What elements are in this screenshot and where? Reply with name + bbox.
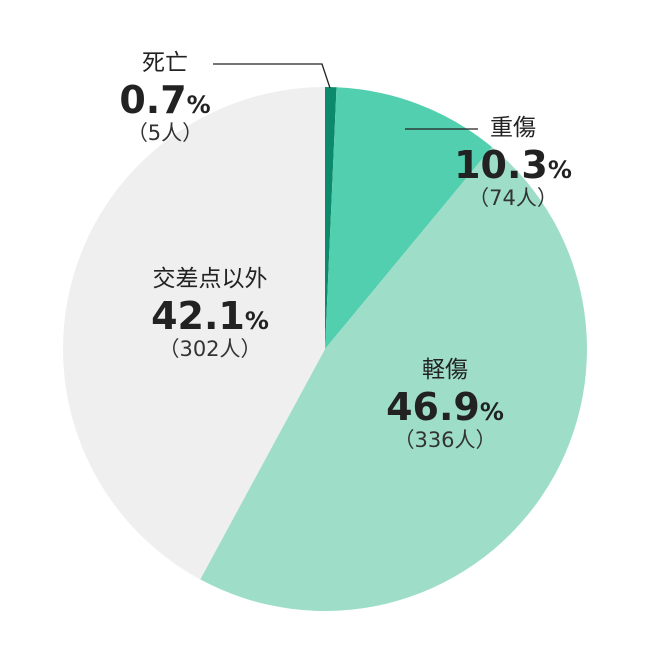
slice-name: 重傷	[490, 115, 536, 141]
slice-count: （336人）	[393, 428, 497, 452]
slice-percent: 42.1%	[151, 294, 269, 338]
slice-count: （302人）	[158, 337, 262, 361]
pie-slice-keisho	[200, 147, 587, 611]
slice-percent: 10.3%	[454, 143, 572, 187]
label-shibou: 死亡 0.7% （5人）	[110, 52, 220, 144]
pie-slice-jusho	[325, 87, 493, 349]
slice-name: 死亡	[142, 50, 188, 76]
label-kousaten-igai: 交差点以外 42.1% （302人）	[125, 268, 295, 360]
slice-name: 交差点以外	[152, 266, 268, 292]
label-jusho: 重傷 10.3% （74人）	[448, 117, 578, 209]
slice-name: 軽傷	[422, 357, 468, 383]
slice-count: （74人）	[468, 186, 558, 210]
pie-slice-kousaten-igai	[63, 87, 326, 580]
leader-lines	[213, 63, 478, 130]
slice-percent: 0.7%	[119, 78, 211, 122]
pie-slice-shibou	[325, 86, 337, 349]
pie-slices	[63, 86, 587, 611]
slice-count: （5人）	[126, 121, 204, 145]
label-keisho: 軽傷 46.9% （336人）	[370, 359, 520, 451]
slice-percent: 46.9%	[386, 385, 504, 429]
leader-line-shibou	[213, 63, 331, 89]
